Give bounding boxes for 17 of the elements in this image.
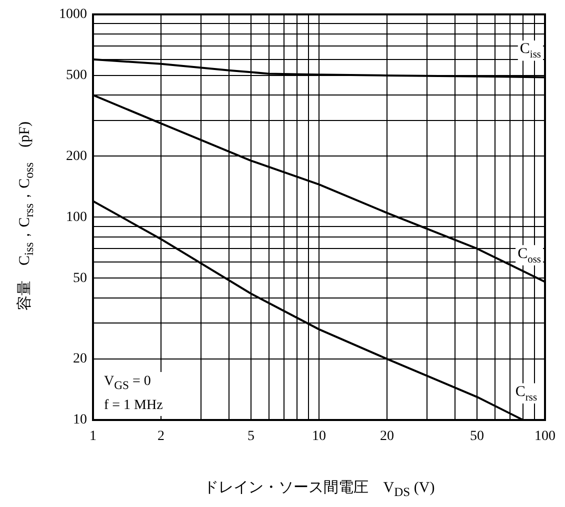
annotation: f = 1 MHz <box>104 398 163 413</box>
annotation: V$_{GS}$ = 0 <box>104 374 151 392</box>
y-tick-label: 1000 <box>59 7 87 22</box>
x-tick-label: 10 <box>312 429 326 444</box>
x-tick-label: 50 <box>470 429 484 444</box>
x-tick-label: 100 <box>534 429 556 444</box>
y-tick-label: 500 <box>66 68 87 84</box>
x-tick-label: 20 <box>380 429 394 444</box>
y-tick-label: 200 <box>66 148 87 164</box>
y-tick-label: 10 <box>73 412 87 428</box>
x-tick-label: 1 <box>90 429 96 444</box>
x-tick-label: 2 <box>158 429 165 444</box>
x-tick-label: 5 <box>247 429 254 444</box>
y-tick-label: 20 <box>73 352 87 367</box>
x-axis-title: ドレイン・ソース間電圧 V$_{DS}$ (V) <box>202 479 436 500</box>
y-tick-label: 100 <box>66 210 87 225</box>
y-tick-label: 50 <box>73 270 87 286</box>
